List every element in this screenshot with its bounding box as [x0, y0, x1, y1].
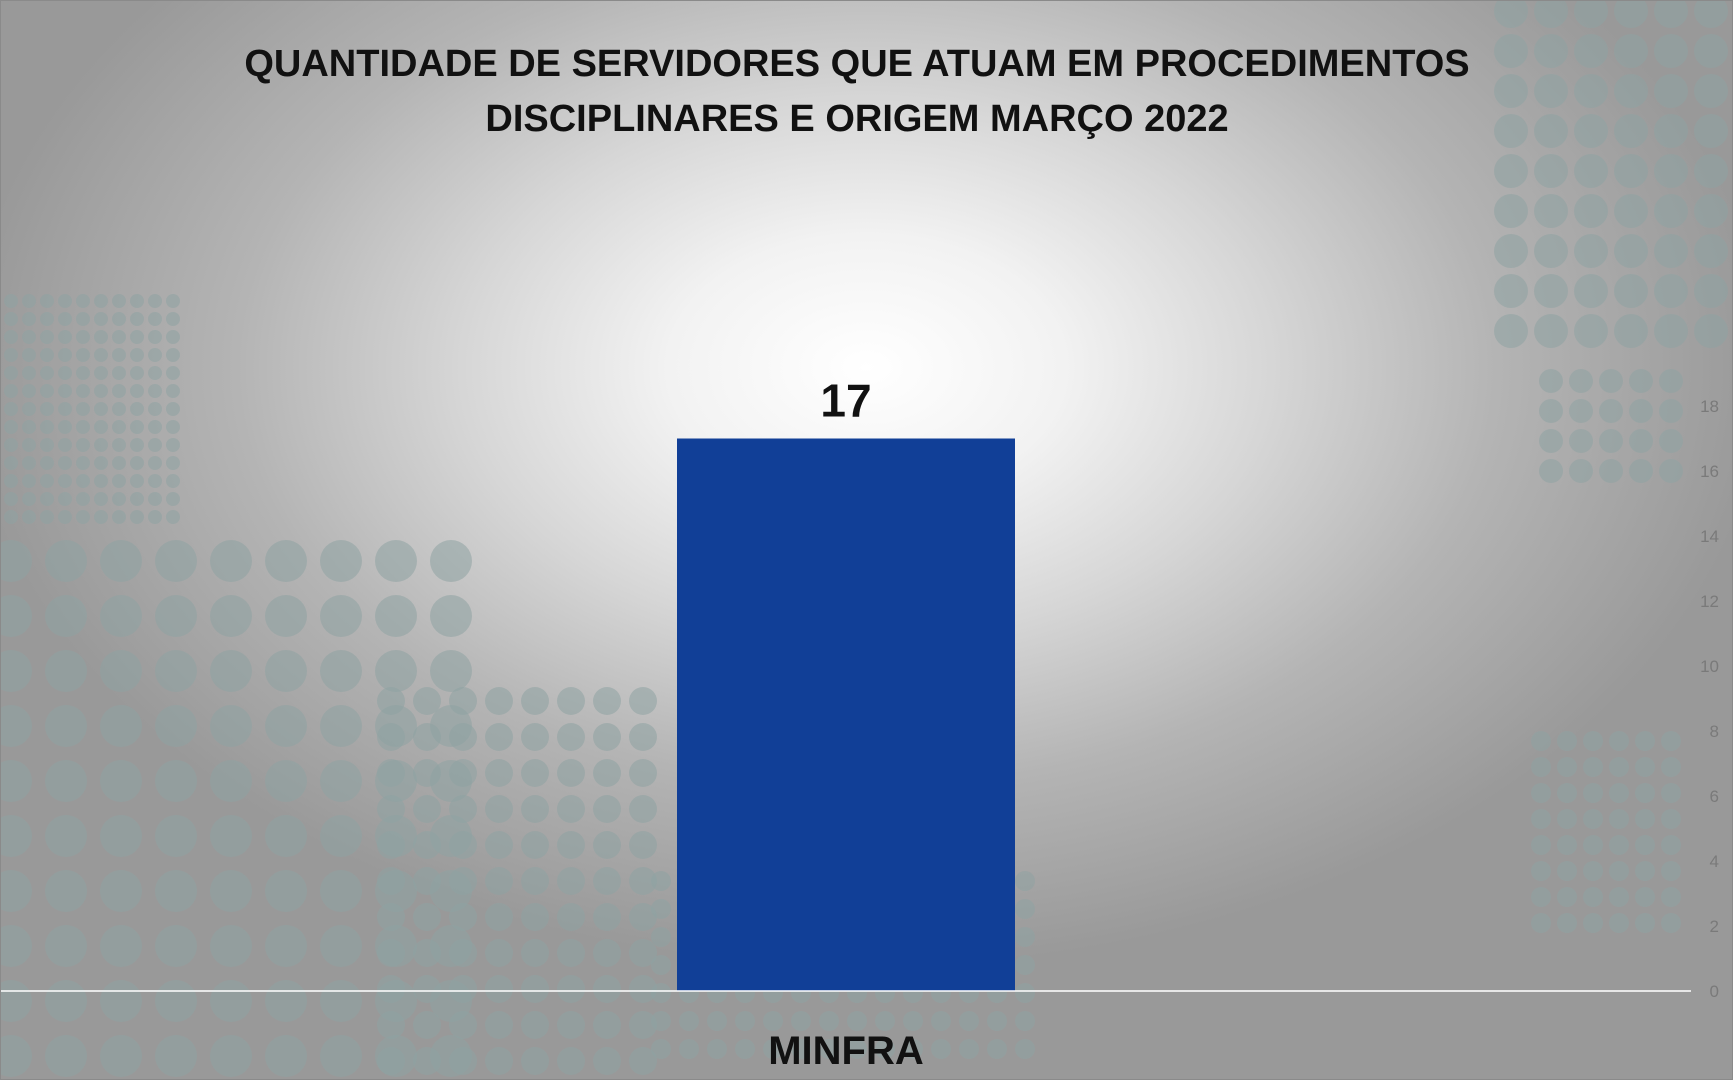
y-tick-label: 14 [1700, 527, 1719, 546]
y-tick-label: 0 [1710, 982, 1719, 1001]
y-tick-label: 6 [1710, 787, 1719, 806]
dots-region-e [1494, 1, 1728, 348]
x-axis: MINFRA [768, 1029, 924, 1073]
chart-title-line-2: DISCIPLINARES E ORIGEM MARÇO 2022 [485, 98, 1228, 140]
dots-region-a [4, 294, 180, 524]
y-tick-label: 16 [1700, 462, 1719, 481]
x-category-label: MINFRA [768, 1029, 924, 1073]
bar [677, 438, 1015, 991]
y-tick-label: 4 [1710, 852, 1719, 871]
y-tick-label: 12 [1700, 592, 1719, 611]
y-tick-label: 8 [1710, 722, 1719, 741]
y-axis: 0 2 4 6 8 10 12 14 16 18 [1700, 397, 1719, 1001]
chart-title-line-1: QUANTIDADE DE SERVIDORES QUE ATUAM EM PR… [244, 43, 1469, 85]
y-tick-label: 18 [1700, 397, 1719, 416]
y-tick-label: 10 [1700, 657, 1719, 676]
dots-region-f [1539, 369, 1683, 483]
dots-region-g [1531, 731, 1681, 933]
bar-series: 17 [677, 375, 1015, 991]
y-tick-label: 2 [1710, 917, 1719, 936]
bar-data-label: 17 [820, 375, 871, 427]
dots-region-c [377, 687, 657, 1075]
dots-region-b [1, 540, 472, 1077]
